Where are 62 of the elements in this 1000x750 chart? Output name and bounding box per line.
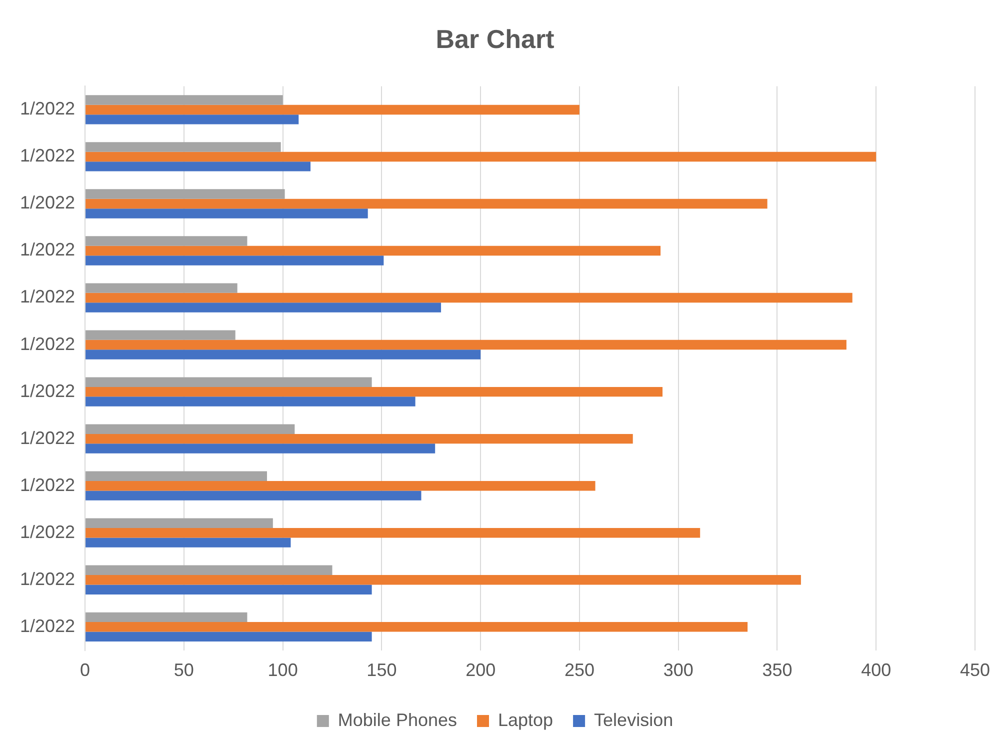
bar	[86, 471, 267, 481]
bar	[86, 162, 311, 172]
x-tick-label: 300	[663, 660, 694, 680]
x-tick-label: 350	[762, 660, 792, 680]
y-tick-label: 1/2022	[20, 474, 76, 495]
y-tick-label: 1/2022	[20, 98, 76, 119]
x-tick-label: 50	[174, 660, 194, 680]
bar	[86, 330, 236, 340]
bar	[86, 480, 596, 491]
bar	[86, 538, 291, 548]
bar	[86, 434, 633, 444]
bar	[86, 386, 663, 397]
bar	[86, 198, 768, 209]
legend-label: Mobile Phones	[338, 710, 457, 730]
bar	[86, 396, 416, 406]
bar	[86, 104, 580, 115]
bar	[86, 236, 248, 246]
bar	[86, 256, 384, 266]
bar	[86, 114, 299, 124]
legend-label: Laptop	[498, 710, 554, 730]
y-tick-label: 1/2022	[20, 568, 76, 589]
bar	[86, 565, 332, 576]
bar	[86, 444, 436, 454]
bar	[86, 350, 481, 360]
x-tick-label: 0	[80, 660, 90, 680]
bar	[86, 424, 295, 434]
y-tick-label: 1/2022	[20, 334, 76, 354]
x-tick-label: 100	[268, 660, 298, 680]
y-tick-label: 1/2022	[20, 616, 76, 636]
bar	[86, 632, 372, 642]
bar	[86, 518, 273, 528]
bar	[86, 142, 281, 152]
bar	[86, 302, 442, 312]
x-tick-label: 400	[861, 660, 892, 680]
x-tick-label: 200	[466, 660, 496, 680]
x-tick-label: 150	[366, 660, 397, 680]
bar	[86, 95, 283, 105]
y-tick-label: 1/2022	[20, 522, 76, 542]
bar	[86, 283, 238, 293]
bar	[86, 377, 372, 387]
y-tick-label: 1/2022	[20, 380, 76, 401]
bar	[86, 340, 846, 350]
bar	[86, 246, 661, 256]
y-tick-label: 1/2022	[20, 240, 76, 260]
bar	[86, 189, 285, 199]
y-tick-label: 1/2022	[20, 286, 76, 307]
bar	[86, 208, 368, 218]
bar	[86, 292, 852, 303]
bar	[86, 622, 748, 632]
x-tick-label: 450	[960, 660, 990, 680]
bar	[86, 575, 801, 585]
bar	[86, 490, 422, 500]
x-tick-label: 250	[564, 660, 594, 680]
bar	[86, 528, 700, 538]
y-tick-label: 1/2022	[20, 428, 76, 448]
bar	[86, 584, 372, 594]
chart-title: Bar Chart	[436, 24, 555, 54]
bar	[86, 612, 248, 622]
y-tick-label: 1/2022	[20, 146, 76, 166]
y-tick-label: 1/2022	[20, 192, 76, 213]
bar	[86, 152, 876, 162]
legend-label: Television	[594, 710, 674, 730]
